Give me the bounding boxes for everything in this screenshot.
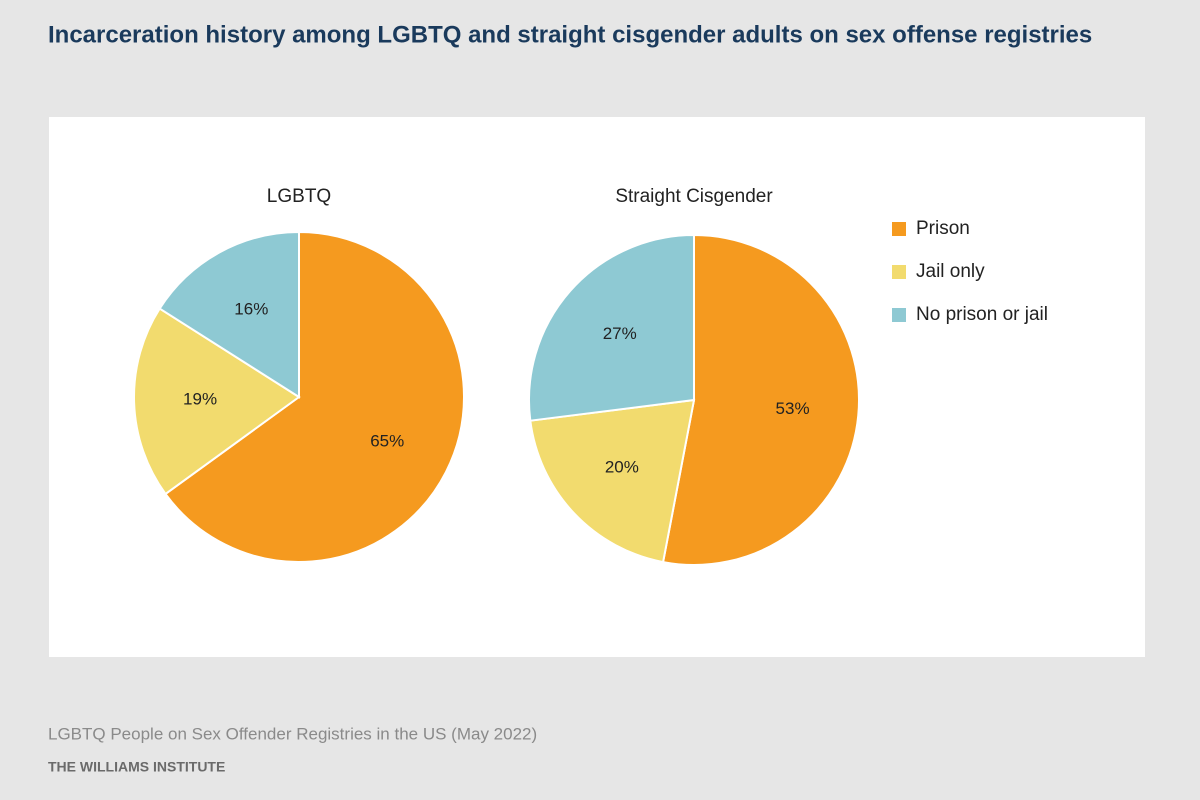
- legend-label: Jail only: [916, 261, 985, 282]
- data-label: 20%: [605, 457, 639, 476]
- pie-slice: [164, 230, 465, 563]
- legend-swatch: [892, 308, 906, 322]
- legend-swatch: [892, 265, 906, 279]
- pie-title: LGBTQ: [267, 186, 331, 207]
- data-label: 19%: [183, 390, 217, 409]
- legend-swatch: [892, 222, 906, 236]
- legend-label: No prison or jail: [916, 304, 1048, 325]
- pie-slice: [158, 230, 300, 399]
- data-label: 16%: [234, 300, 268, 319]
- publisher: THE WILLIAMS INSTITUTE: [48, 759, 225, 775]
- pie-title: Straight Cisgender: [615, 186, 773, 207]
- data-label: 27%: [603, 324, 637, 343]
- chart-title: Incarceration history among LGBTQ and st…: [48, 21, 1092, 48]
- data-label: 53%: [776, 399, 810, 418]
- pie-slice: [528, 233, 695, 422]
- source: LGBTQ People on Sex Offender Registries …: [48, 724, 537, 743]
- pie-slice: [529, 398, 696, 564]
- data-label: 65%: [370, 431, 404, 450]
- pie-slice: [661, 233, 860, 566]
- pie-slice: [133, 307, 301, 496]
- legend-label: Prison: [916, 218, 970, 239]
